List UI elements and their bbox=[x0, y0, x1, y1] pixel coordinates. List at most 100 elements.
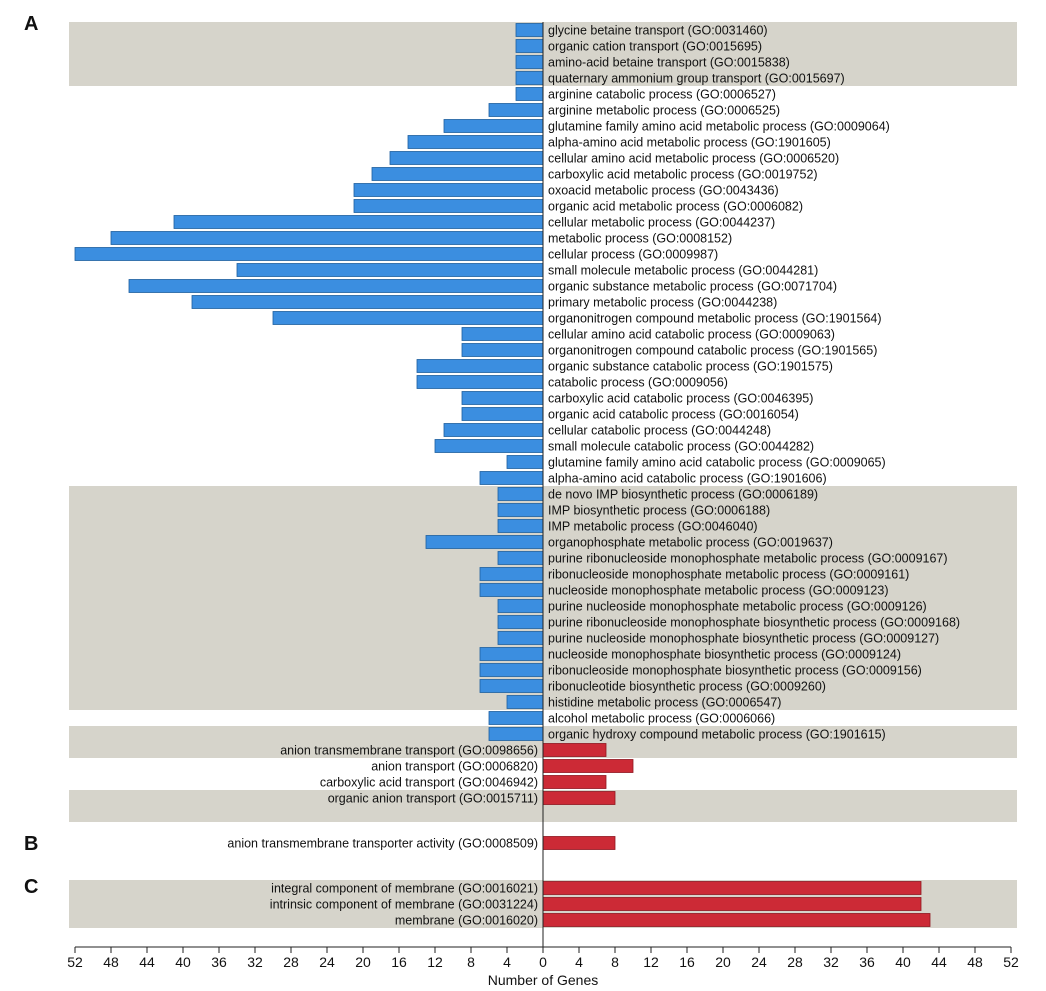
bar bbox=[461, 343, 544, 357]
term-label: carboxylic acid transport (GO:0046942) bbox=[320, 776, 538, 790]
panel-letter-c: C bbox=[24, 876, 38, 898]
term-label: organonitrogen compound metabolic proces… bbox=[548, 312, 882, 326]
tick-label: 8 bbox=[611, 954, 619, 970]
bar bbox=[542, 836, 616, 850]
tick-label: 36 bbox=[211, 954, 227, 970]
term-label: carboxylic acid metabolic process (GO:00… bbox=[548, 168, 818, 182]
term-label: ribonucleoside monophosphate metabolic p… bbox=[548, 568, 909, 582]
tick-label: 20 bbox=[355, 954, 371, 970]
bar bbox=[353, 183, 544, 197]
term-label: organic substance catabolic process (GO:… bbox=[548, 360, 833, 374]
bar bbox=[515, 23, 544, 37]
bar bbox=[497, 631, 544, 645]
bar bbox=[461, 327, 544, 341]
bar bbox=[371, 167, 544, 181]
x-axis: Number of Genes 52 48 44 40 36 32 28 24 20 16 12 8 4… bbox=[67, 22, 1019, 988]
term-label: purine ribonucleoside monophosphate meta… bbox=[548, 552, 948, 566]
term-label: organic substance metabolic process (GO:… bbox=[548, 280, 837, 294]
bar bbox=[353, 199, 544, 213]
bar bbox=[497, 615, 544, 629]
term-label: organic acid catabolic process (GO:00160… bbox=[548, 408, 799, 422]
term-label: purine ribonucleoside monophosphate bios… bbox=[548, 616, 960, 630]
tick-label: 4 bbox=[503, 954, 511, 970]
term-label: de novo IMP biosynthetic process (GO:000… bbox=[548, 488, 818, 502]
term-label: purine nucleoside monophosphate metaboli… bbox=[548, 600, 927, 614]
bar bbox=[515, 39, 544, 53]
bar bbox=[425, 535, 544, 549]
term-label: alcohol metabolic process (GO:0006066) bbox=[548, 712, 775, 726]
bar bbox=[497, 599, 544, 613]
tick-label: 4 bbox=[575, 954, 583, 970]
term-label: cellular amino acid metabolic process (G… bbox=[548, 152, 839, 166]
bar bbox=[191, 295, 544, 309]
term-label: cellular process (GO:0009987) bbox=[548, 248, 718, 262]
bar bbox=[407, 135, 544, 149]
tick-label: 12 bbox=[643, 954, 659, 970]
bar bbox=[497, 519, 544, 533]
tick-label: 52 bbox=[1003, 954, 1019, 970]
term-label: integral component of membrane (GO:00160… bbox=[271, 882, 538, 896]
bar bbox=[479, 471, 544, 485]
tick-label: 8 bbox=[467, 954, 475, 970]
term-label: small molecule metabolic process (GO:004… bbox=[548, 264, 818, 278]
bar bbox=[110, 231, 544, 245]
term-label: nucleoside monophosphate biosynthetic pr… bbox=[548, 648, 901, 662]
term-label: catabolic process (GO:0009056) bbox=[548, 376, 728, 390]
bar bbox=[461, 391, 544, 405]
term-label: purine nucleoside monophosphate biosynth… bbox=[548, 632, 939, 646]
term-label: cellular metabolic process (GO:0044237) bbox=[548, 216, 775, 230]
term-label: organic anion transport (GO:0015711) bbox=[328, 792, 538, 806]
bar bbox=[488, 727, 544, 741]
bar bbox=[542, 743, 607, 757]
bar bbox=[479, 679, 544, 693]
tick-label: 32 bbox=[823, 954, 839, 970]
term-label: glutamine family amino acid metabolic pr… bbox=[548, 120, 890, 134]
term-label: amino-acid betaine transport (GO:0015838… bbox=[548, 56, 790, 70]
term-label: arginine metabolic process (GO:0006525) bbox=[548, 104, 780, 118]
panel-letter-a: A bbox=[24, 13, 38, 35]
term-label: small molecule catabolic process (GO:004… bbox=[548, 440, 814, 454]
bar bbox=[488, 711, 544, 725]
term-label: organic cation transport (GO:0015695) bbox=[548, 40, 762, 54]
bar bbox=[443, 119, 544, 133]
panel-letter-b: B bbox=[24, 833, 38, 855]
bar bbox=[506, 455, 544, 469]
term-label: ribonucleotide biosynthetic process (GO:… bbox=[548, 680, 826, 694]
term-label: oxoacid metabolic process (GO:0043436) bbox=[548, 184, 779, 198]
bar bbox=[497, 551, 544, 565]
bar bbox=[74, 247, 544, 261]
term-label: primary metabolic process (GO:0044238) bbox=[548, 296, 777, 310]
term-label: IMP metabolic process (GO:0046040) bbox=[548, 520, 758, 534]
term-label: anion transmembrane transporter activity… bbox=[227, 837, 538, 851]
term-label: cellular amino acid catabolic process (G… bbox=[548, 328, 835, 342]
term-label: alpha-amino acid metabolic process (GO:1… bbox=[548, 136, 831, 150]
term-label: cellular catabolic process (GO:0044248) bbox=[548, 424, 771, 438]
term-label: intrinsic component of membrane (GO:0031… bbox=[270, 898, 538, 912]
bar bbox=[515, 87, 544, 101]
term-label: membrane (GO:0016020) bbox=[395, 914, 538, 928]
bar bbox=[515, 55, 544, 69]
tick-label: 28 bbox=[283, 954, 299, 970]
tick-label: 24 bbox=[319, 954, 335, 970]
term-label: metabolic process (GO:0008152) bbox=[548, 232, 732, 246]
term-label: organophosphate metabolic process (GO:00… bbox=[548, 536, 833, 550]
term-label: carboxylic acid catabolic process (GO:00… bbox=[548, 392, 813, 406]
tick-label: 40 bbox=[895, 954, 911, 970]
bar bbox=[542, 913, 931, 927]
x-axis-title: Number of Genes bbox=[488, 972, 599, 988]
tick-label: 52 bbox=[67, 954, 83, 970]
tick-label: 24 bbox=[751, 954, 767, 970]
bar bbox=[272, 311, 544, 325]
tick-label: 16 bbox=[391, 954, 407, 970]
bar bbox=[479, 663, 544, 677]
term-label: quaternary ammonium group transport (GO:… bbox=[548, 72, 845, 86]
bar bbox=[479, 567, 544, 581]
bar bbox=[416, 359, 544, 373]
panel-letters: A BC bbox=[24, 13, 38, 898]
term-label: organonitrogen compound catabolic proces… bbox=[548, 344, 877, 358]
tick-label: 48 bbox=[967, 954, 983, 970]
bar bbox=[479, 647, 544, 661]
term-label: histidine metabolic process (GO:0006547) bbox=[548, 696, 781, 710]
term-label: glutamine family amino acid catabolic pr… bbox=[548, 456, 886, 470]
bar bbox=[488, 103, 544, 117]
